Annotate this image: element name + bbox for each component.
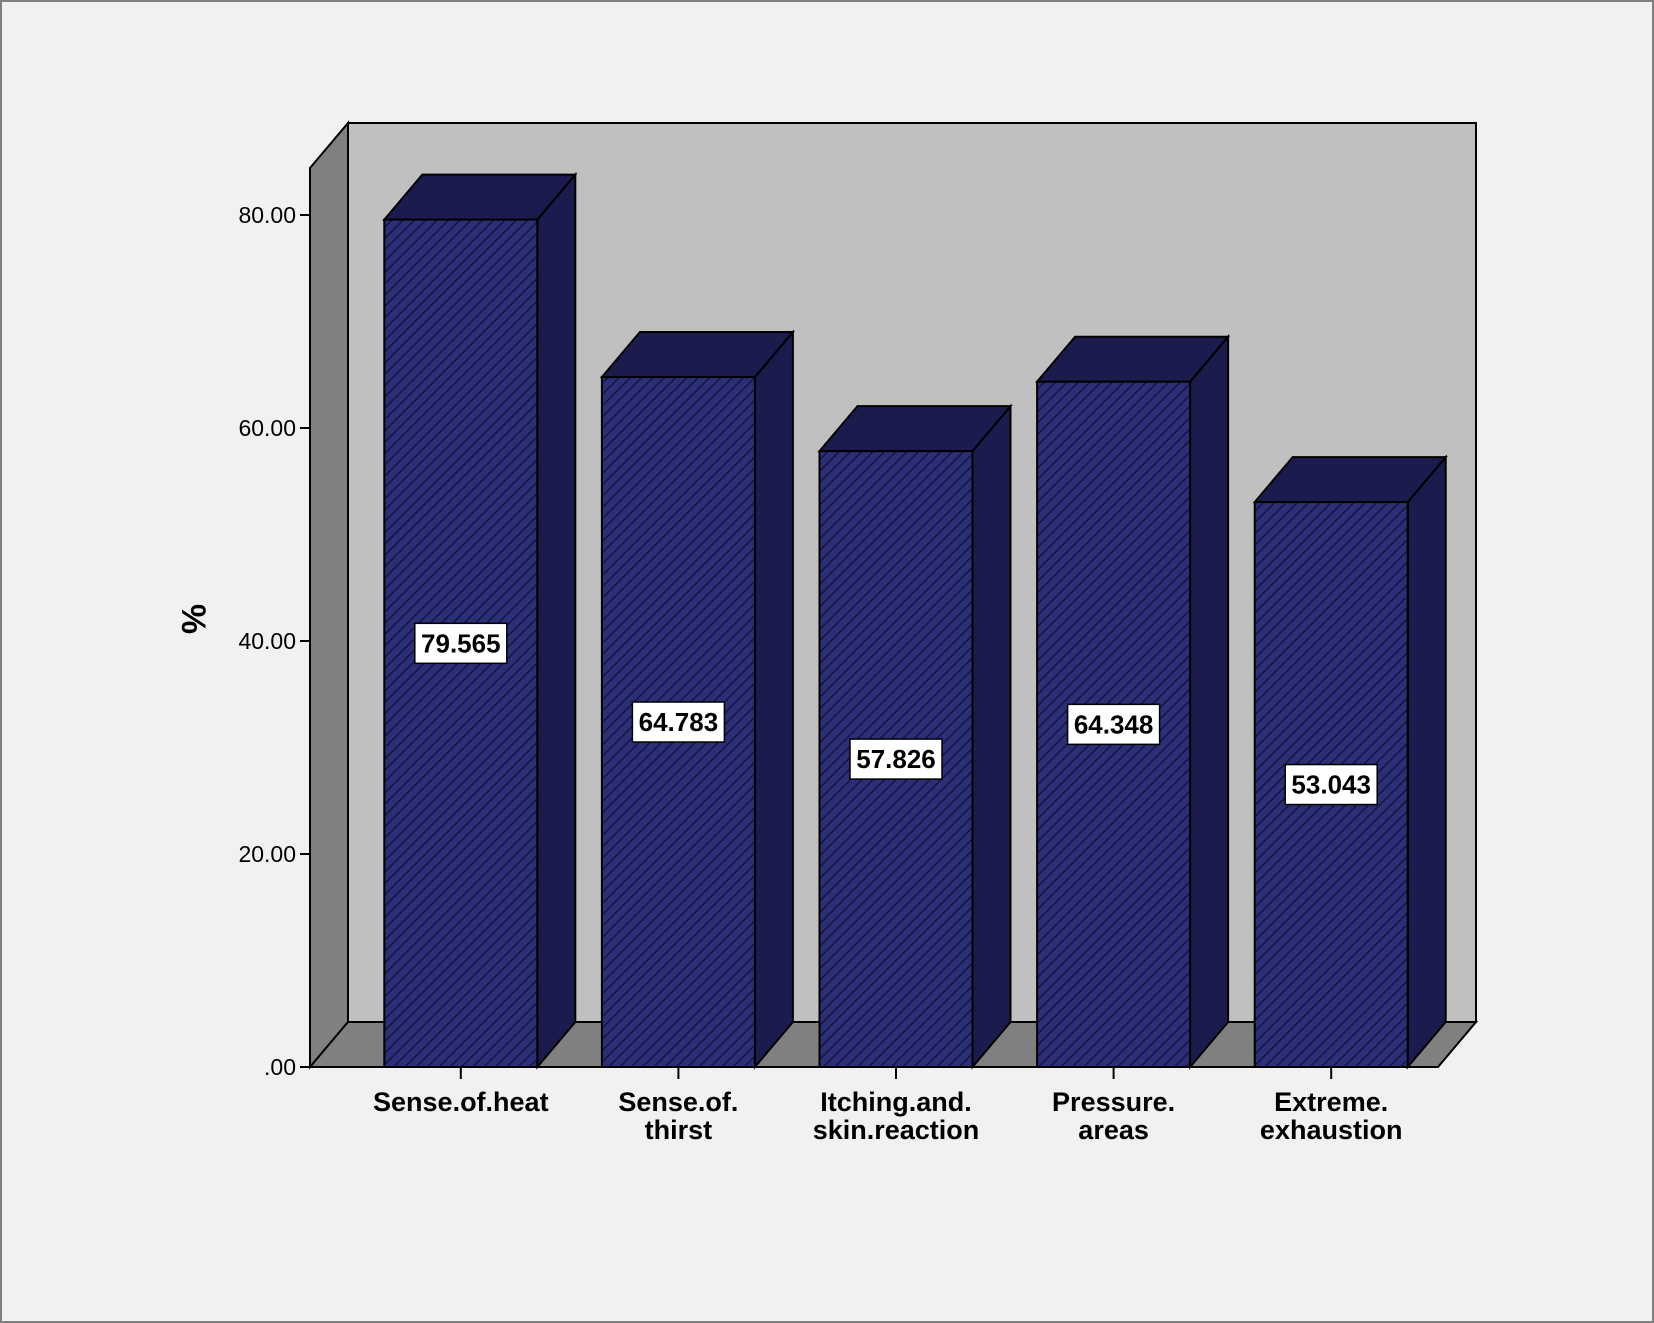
data-label: 64.348 — [1074, 709, 1154, 739]
bar: 79.565 — [382, 171, 578, 1070]
data-label: 57.826 — [856, 744, 936, 774]
y-tick-label: 60.00 — [238, 415, 296, 441]
data-label-box — [414, 622, 508, 665]
y-tick-label: .00 — [264, 1054, 296, 1080]
bars: 79.565 64.783 57.826 64.348 53.043 — [382, 171, 1448, 1070]
bar-side — [536, 171, 577, 1070]
data-label: 53.043 — [1291, 770, 1371, 800]
bar-side — [1406, 454, 1447, 1070]
x-tick-label: Pressure. areas — [1052, 1087, 1175, 1145]
y-axis-label: % — [174, 604, 212, 634]
x-tick-label: Sense.of. thirst — [618, 1087, 738, 1145]
bar: 64.348 — [1034, 333, 1231, 1070]
data-label-box — [849, 738, 943, 780]
bar: 53.043 — [1252, 454, 1448, 1070]
data-label-box — [631, 701, 726, 743]
left-wall — [309, 120, 349, 1070]
bar-side — [971, 403, 1012, 1070]
y-tick-label: 40.00 — [238, 628, 296, 654]
data-label: 79.565 — [421, 628, 501, 658]
bar: 64.783 — [599, 329, 796, 1070]
bar-side — [753, 329, 794, 1070]
bar: 57.826 — [817, 403, 1013, 1070]
y-tick-label: 80.00 — [238, 202, 296, 228]
x-tick-label: Itching.and. skin.reaction — [813, 1087, 980, 1145]
bar-side — [1189, 333, 1230, 1070]
data-label-box — [1284, 763, 1378, 806]
x-tick-label: Sense.of.heat — [373, 1087, 549, 1117]
x-tick-label: Extreme. exhaustion — [1260, 1087, 1403, 1145]
data-label-box — [1066, 703, 1161, 746]
x-axis: Sense.of.heat Sense.of. thirst Itching.and.… — [310, 1066, 1438, 1145]
bar-front — [383, 218, 539, 1068]
y-tick-label: 20.00 — [238, 841, 296, 867]
data-label: 64.783 — [639, 707, 719, 737]
y-axis: .00 20.00 40.00 60.00 80.00 — [238, 168, 311, 1080]
